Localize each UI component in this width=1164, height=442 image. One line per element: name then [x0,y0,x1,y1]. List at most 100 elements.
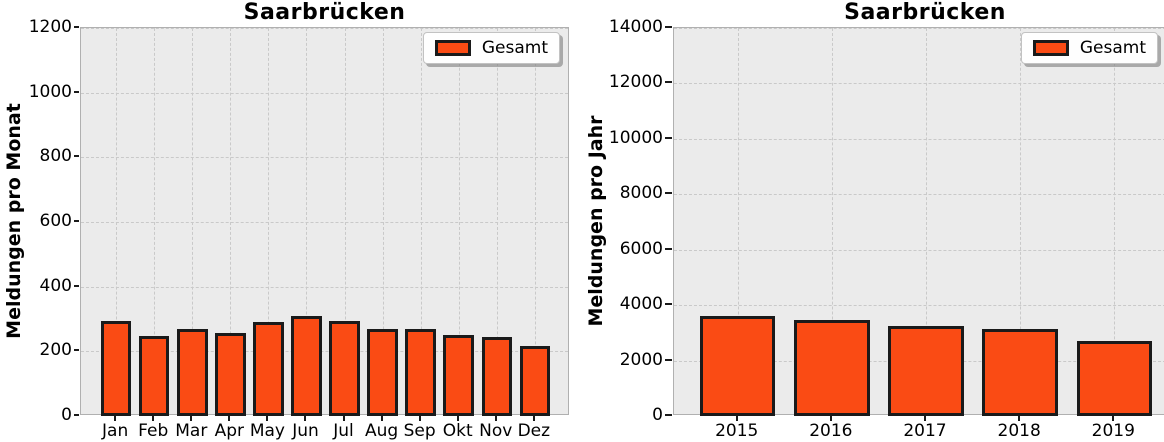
bar-Dez [519,346,551,416]
gridline-horizontal [674,249,1164,251]
y-tick-mark [665,358,672,361]
bar-Jun [291,315,322,416]
x-tick-mark [190,415,193,421]
x-tick-label: Sep [403,421,436,441]
x-tick-label: 2016 [809,421,853,441]
gridline-vertical [382,28,384,414]
gridline-horizontal [81,157,568,159]
y-tick-mark [74,414,79,416]
y-tick-label: 1200 [28,17,72,37]
gridline-horizontal [674,83,1164,85]
x-tick-label: Aug [364,421,399,441]
x-tick-label: Mar [175,421,208,441]
y-tick-label: 800 [39,146,72,167]
x-tick-mark [735,415,738,421]
x-tick-mark [228,415,231,421]
y-tick-mark [665,303,672,306]
bar-Sep [405,328,436,416]
x-tick-mark [924,415,926,421]
gridline-vertical [926,28,927,414]
bar-Feb [139,336,170,416]
y-tick-mark [74,220,79,222]
gridline-vertical [116,28,118,414]
gridline-vertical [831,28,833,414]
gridline-horizontal [81,92,568,94]
gridline-vertical [306,28,308,414]
gridline-horizontal [81,351,568,353]
gridline-vertical [268,28,270,414]
plot-area [80,27,569,416]
bar-Jan [100,321,132,416]
x-tick-label: Jan [102,421,129,441]
legend-swatch-icon [1032,40,1069,56]
legend: Gesamt [1020,32,1158,64]
y-tick-label: 10000 [608,127,663,148]
x-tick-mark [418,415,421,421]
x-tick-mark [1018,415,1021,421]
x-tick-label: 2015 [715,421,759,441]
y-tick-label: 12000 [608,72,663,93]
x-tick-mark [152,415,155,421]
y-tick-mark [665,247,672,250]
x-tick-label: Jul [333,421,354,441]
x-tick-mark [380,415,383,421]
x-tick-mark [114,415,117,421]
gridline-vertical [154,28,156,414]
x-tick-mark [304,415,307,421]
y-tick-mark [665,26,672,28]
gridline-horizontal [674,305,1164,307]
x-tick-label: Nov [479,421,513,441]
x-tick-label: Feb [138,421,169,441]
gridline-vertical [1020,28,1022,414]
gridline-vertical [737,28,739,414]
x-tick-mark [266,415,269,421]
y-tick-mark [74,284,79,287]
x-tick-label: Jun [292,421,319,441]
y-tick-mark [665,136,672,139]
y-tick-mark [665,81,672,84]
bar-2019 [1076,341,1152,416]
y-tick-mark [74,90,79,93]
gridline-vertical [230,28,232,414]
x-tick-label: Okt [442,421,473,441]
x-tick-mark [342,415,345,421]
gridline-vertical [496,28,498,414]
y-tick-label: 1000 [28,81,72,102]
y-tick-mark [74,155,79,158]
y-tick-label: 0 [61,405,72,425]
gridline-vertical [192,28,194,414]
bar-May [253,321,284,416]
bar-Nov [481,337,512,416]
gridline-vertical [458,28,460,414]
bar-Jul [329,320,360,416]
x-tick-label: 2018 [997,421,1041,441]
y-tick-mark [74,26,79,28]
gridline-horizontal [81,222,568,223]
gridline-horizontal [674,194,1164,196]
y-tick-label: 600 [39,211,72,231]
x-tick-mark [1112,415,1115,421]
legend: Gesamt [422,32,560,64]
gridline-vertical [344,28,346,414]
y-tick-label: 400 [39,275,72,296]
bar-Mar [177,328,208,416]
y-tick-mark [665,192,672,195]
y-tick-label: 2000 [619,349,663,370]
y-tick-label: 4000 [619,294,663,315]
bar-2016 [794,320,870,416]
gridline-vertical [420,28,422,414]
gridline-horizontal [674,138,1164,140]
y-tick-label: 0 [652,405,663,425]
bar-Aug [367,329,398,416]
x-tick-mark [456,415,459,421]
y-tick-label: 14000 [608,17,663,37]
bar-2015 [700,315,776,416]
gridline-horizontal [674,28,1164,29]
y-tick-mark [74,349,79,352]
chart-monthly: Saarbrücken Meldungen pro Monat Gesamt 0… [3,0,569,441]
chart-title: Saarbrücken [844,0,1006,25]
x-tick-label: 2019 [1091,421,1135,441]
x-tick-label: Apr [214,421,245,441]
